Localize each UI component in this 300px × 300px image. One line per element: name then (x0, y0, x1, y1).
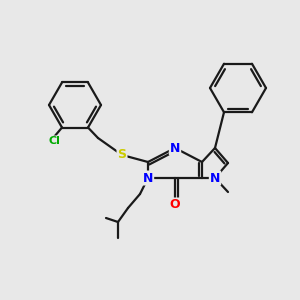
Text: Cl: Cl (48, 136, 60, 146)
Text: O: O (170, 199, 180, 212)
Text: N: N (210, 172, 220, 184)
Text: S: S (118, 148, 127, 161)
Text: N: N (170, 142, 180, 154)
Text: N: N (143, 172, 153, 184)
